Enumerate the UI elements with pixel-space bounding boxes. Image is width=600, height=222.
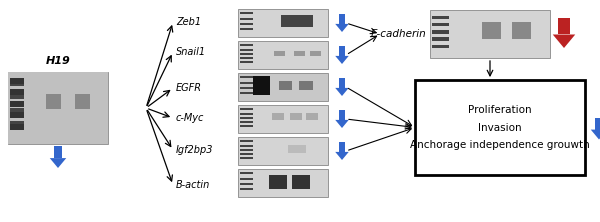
Text: Igf2bp3: Igf2bp3 [176,145,214,155]
Bar [432,30,449,34]
Polygon shape [335,24,349,32]
Polygon shape [591,130,600,139]
Text: H19: H19 [46,56,70,66]
Bar [432,23,449,26]
Bar [10,89,24,95]
Bar [290,113,302,120]
Bar [595,117,600,130]
Bar [240,153,253,155]
Bar [272,113,284,120]
Bar [240,113,253,115]
Bar [240,23,253,25]
Text: E-cadherin: E-cadherin [370,29,426,39]
Bar [338,110,346,120]
Bar [238,41,328,69]
Bar [292,174,310,189]
Bar [54,146,62,158]
Bar [238,105,328,133]
Bar [269,174,287,189]
Bar [240,121,253,123]
Bar [240,53,253,55]
Bar [8,72,108,144]
Text: Zeb1: Zeb1 [176,17,201,27]
Bar [240,28,253,30]
Bar [10,124,24,130]
Bar [238,137,328,165]
Bar [430,10,550,58]
Bar [240,76,253,78]
Bar [75,94,90,109]
Bar [240,61,253,63]
Bar [10,108,24,113]
Polygon shape [50,158,66,168]
Bar [240,140,253,142]
Bar [240,82,253,83]
Bar [287,145,305,153]
Bar [338,14,346,24]
Bar [432,45,449,48]
Polygon shape [335,88,349,96]
Bar [299,81,313,90]
Bar [240,57,253,59]
Bar [307,113,318,120]
Bar [240,172,253,174]
Bar [240,183,253,185]
Bar [10,101,24,107]
Bar [240,12,253,14]
Bar [240,149,253,151]
Bar [10,81,24,86]
Bar [281,15,313,27]
Bar [240,18,253,20]
Text: B-actin: B-actin [176,180,210,190]
Bar [482,22,501,39]
Polygon shape [335,152,349,160]
Bar [240,125,253,127]
Bar [240,108,253,110]
Bar [240,49,253,51]
Bar [294,51,305,56]
Bar [338,142,346,152]
Text: Snail1: Snail1 [176,47,206,57]
Bar [278,81,292,90]
Bar [240,87,253,89]
Bar [10,78,24,83]
Bar [240,188,253,190]
Bar [10,112,24,118]
Bar [240,157,253,159]
Bar [512,22,531,39]
Bar [238,9,328,37]
Bar [240,145,253,147]
Bar [238,73,328,101]
Bar [415,80,585,175]
Polygon shape [553,34,575,48]
Bar [240,44,253,46]
Text: EGFR: EGFR [176,83,202,93]
Bar [240,178,253,180]
Polygon shape [335,120,349,128]
Bar [338,46,346,56]
Text: Proliferation
Invasion
Anchorage independence grouwth: Proliferation Invasion Anchorage indepen… [410,105,590,150]
Bar [240,117,253,119]
Bar [310,51,321,56]
Bar [238,169,328,197]
Bar [432,16,449,19]
Bar [10,94,24,99]
Bar [432,37,449,41]
Bar [46,94,61,109]
Bar [338,78,346,88]
Bar [240,92,253,94]
Bar [8,72,108,144]
Bar [253,76,269,95]
Bar [10,121,24,126]
Text: c-Myc: c-Myc [176,113,205,123]
Polygon shape [335,56,349,64]
Bar [274,51,285,56]
Bar [558,18,569,34]
